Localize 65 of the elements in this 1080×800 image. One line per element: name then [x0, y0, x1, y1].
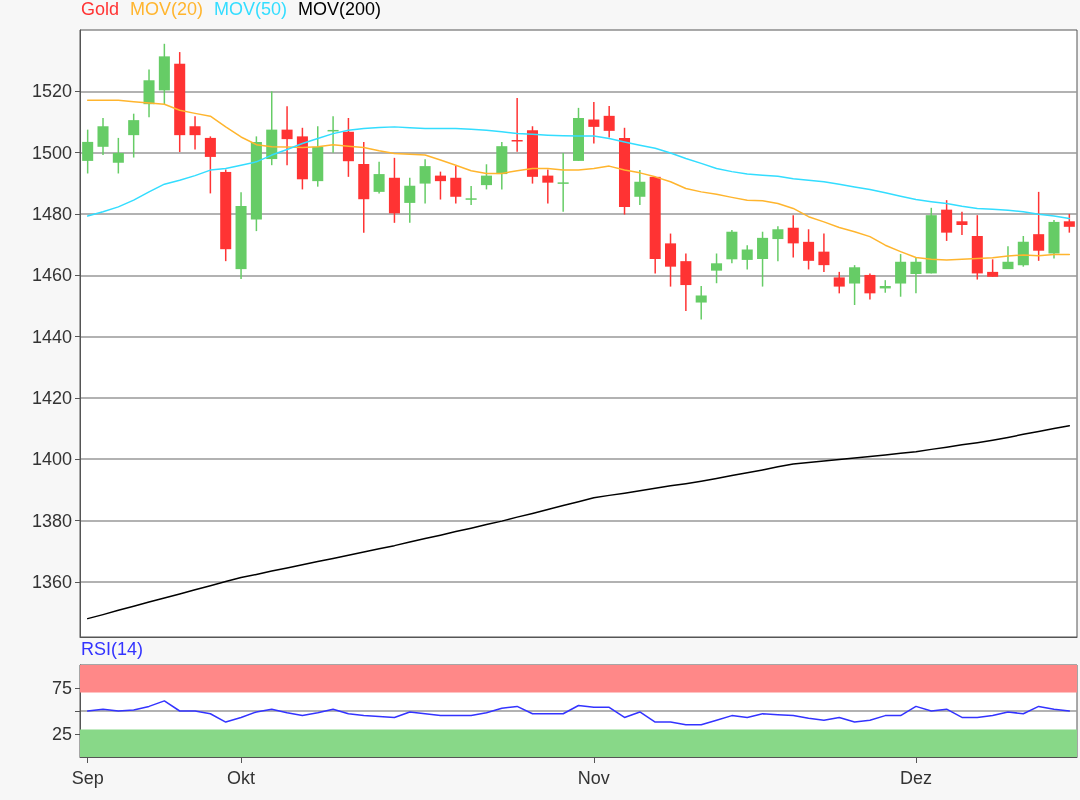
candlestick	[833, 271, 845, 295]
candlestick	[434, 170, 446, 201]
line-series	[86, 425, 1071, 620]
candlestick	[864, 272, 876, 301]
text: RSI(14)	[81, 639, 144, 659]
y-tick-label: 1440	[31, 326, 72, 347]
candlestick	[941, 199, 953, 242]
candlestick	[818, 232, 830, 273]
candlestick	[128, 112, 140, 159]
line-series	[86, 126, 1071, 220]
y-tick-label: 25	[51, 724, 72, 744]
y-tick-label: 1500	[31, 142, 72, 163]
candlestick	[189, 115, 201, 151]
y-tick-label: 1520	[31, 81, 72, 102]
y-tick-label: 1400	[31, 449, 72, 470]
text: MOV(200)	[298, 0, 382, 19]
candlestick	[1017, 235, 1029, 268]
candlestick	[404, 177, 416, 224]
candlestick	[665, 232, 677, 288]
y-tick-label: 1380	[31, 510, 72, 531]
candlestick	[803, 228, 815, 271]
candlestick	[757, 230, 769, 288]
x-tick-label: Okt	[227, 768, 256, 788]
candlestick	[143, 68, 155, 119]
text: Gold	[81, 0, 120, 19]
candlestick	[680, 252, 692, 312]
y-tick-label: 1420	[31, 387, 72, 408]
candlestick	[82, 128, 94, 175]
candlestick	[1063, 213, 1075, 234]
x-tick-label: Sep	[71, 768, 104, 788]
candlestick	[741, 244, 753, 271]
candlestick	[895, 253, 907, 298]
candlestick	[373, 161, 385, 195]
candlestick	[588, 101, 600, 145]
candlestick	[97, 117, 109, 156]
text: MOV(50)	[214, 0, 288, 19]
candlestick	[281, 105, 293, 166]
candlestick	[542, 168, 554, 205]
line-series	[86, 99, 1071, 261]
candlestick	[956, 211, 968, 236]
line-series	[86, 700, 1071, 726]
text: MOV(20)	[130, 0, 204, 19]
candlestick	[1033, 191, 1045, 262]
candlestick	[480, 163, 492, 191]
candlestick	[450, 165, 462, 205]
candlestick	[634, 169, 646, 206]
x-tick-label: Dez	[899, 768, 932, 788]
candlestick	[603, 105, 615, 139]
candlestick	[557, 152, 569, 213]
candlestick	[695, 285, 707, 321]
y-tick-label: 1360	[31, 571, 72, 592]
x-tick-label: Nov	[577, 768, 610, 788]
candlestick	[711, 252, 723, 284]
candlestick	[112, 137, 124, 175]
y-tick-label: 1480	[31, 203, 72, 224]
candlestick	[772, 225, 784, 262]
candlestick	[204, 135, 216, 195]
y-tick-label: 1460	[31, 265, 72, 286]
y-tick-label: 75	[51, 678, 72, 698]
candlestick	[419, 158, 431, 205]
candlestick	[511, 97, 523, 153]
candlestick	[787, 214, 799, 259]
candlestick	[910, 256, 922, 295]
candlestick	[849, 264, 861, 306]
candlestick	[465, 185, 477, 206]
